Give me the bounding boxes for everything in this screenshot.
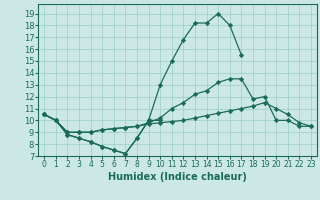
X-axis label: Humidex (Indice chaleur): Humidex (Indice chaleur) — [108, 172, 247, 182]
